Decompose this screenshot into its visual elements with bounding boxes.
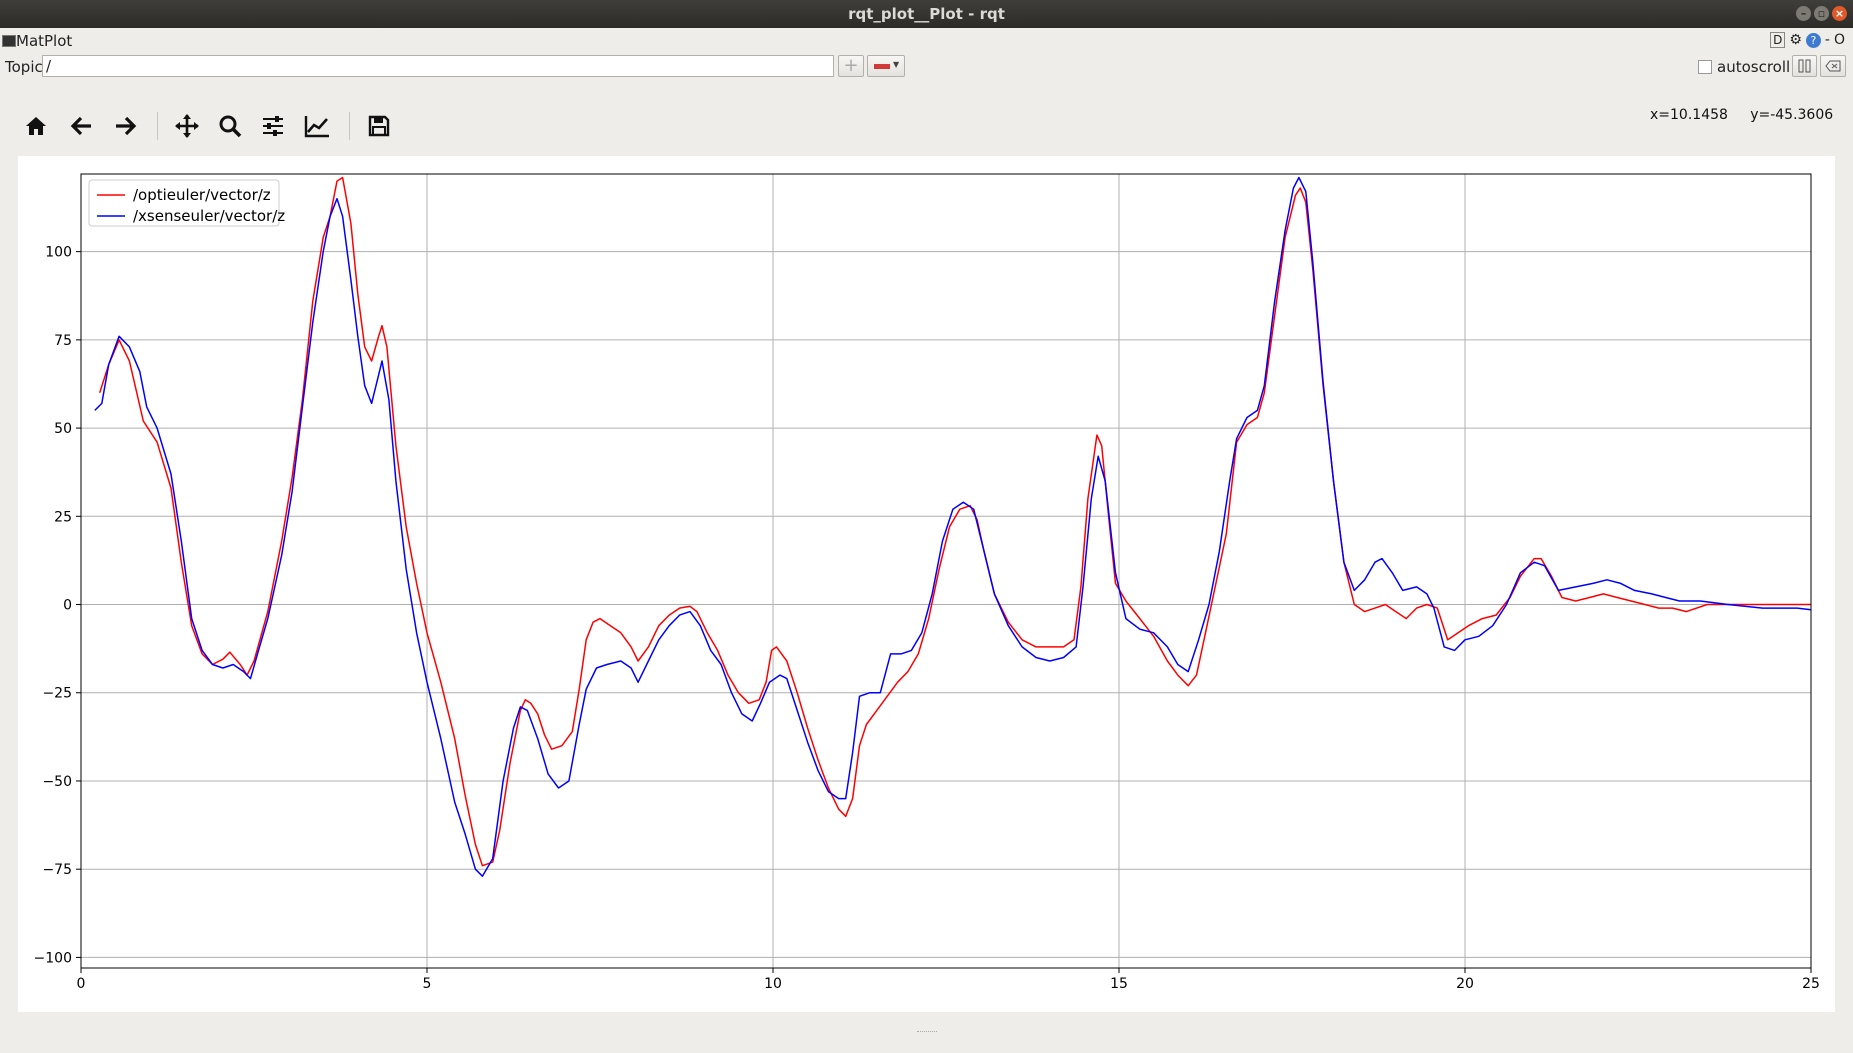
pause-icon	[1798, 59, 1811, 73]
axes-edit-button[interactable]	[299, 108, 335, 144]
toolbar-separator	[349, 112, 350, 140]
back-arrow-icon	[70, 116, 91, 136]
minus-icon	[874, 64, 890, 69]
subplots-config-icon	[263, 116, 283, 136]
topic-input[interactable]	[42, 55, 834, 77]
home-button[interactable]	[18, 108, 54, 144]
x-tick-label: 0	[77, 976, 86, 992]
forward-button[interactable]	[107, 108, 143, 144]
y-tick-label: −100	[34, 950, 72, 966]
minimize-plugin-button[interactable]: -	[1824, 32, 1830, 48]
y-tick-label: 100	[45, 245, 72, 261]
cursor-x: x=10.1458	[1650, 107, 1728, 123]
plugin-name: MatPlot	[16, 32, 73, 50]
topic-label: Topic	[5, 58, 43, 76]
remove-topic-button[interactable]: ▼	[867, 55, 905, 77]
save-icon	[368, 115, 390, 137]
axes-edit-icon	[304, 116, 329, 138]
zoom-button[interactable]	[212, 108, 248, 144]
home-icon	[26, 117, 46, 135]
dock-button[interactable]: D	[1770, 32, 1786, 48]
matplot-icon	[2, 35, 16, 47]
maximize-button[interactable]: ▫	[1814, 6, 1829, 21]
save-button[interactable]	[361, 108, 397, 144]
plot-figure[interactable]: 0 5 10 15 20 25 −100 −75 −50 −25 0 25 50 75 100/optieu…	[18, 156, 1835, 1012]
toolbar-separator	[157, 112, 158, 140]
line-chart[interactable]: 0 5 10 15 20 25 −100 −75 −50 −25 0 25 50 75 100/optieu…	[18, 156, 1835, 1012]
x-tick-label: 25	[1802, 976, 1820, 992]
y-tick-label: 25	[54, 509, 72, 525]
topic-bar: Topic + ▼ autoscroll	[0, 54, 1853, 80]
plugin-controls: D ⚙ ? - O	[1770, 32, 1845, 48]
help-icon[interactable]: ?	[1805, 32, 1821, 48]
axes-frame	[80, 173, 1812, 969]
x-tick-label: 15	[1110, 976, 1128, 992]
legend-label: /xsenseuler/vector/z	[133, 207, 285, 225]
y-tick-label: −50	[42, 774, 72, 790]
pan-icon	[175, 114, 199, 138]
x-tick-label: 10	[764, 976, 782, 992]
legend-label: /optieuler/vector/z	[133, 186, 271, 204]
forward-arrow-icon	[116, 116, 137, 136]
y-tick-label: 0	[63, 598, 72, 614]
y-tick-label: 50	[54, 421, 72, 437]
chevron-down-icon: ▼	[893, 60, 900, 69]
window-controls: – ▫ ×	[1796, 6, 1847, 21]
minimize-button[interactable]: –	[1796, 6, 1811, 21]
clear-button[interactable]	[1820, 55, 1846, 77]
plugin-titlebar: MatPlot D ⚙ ? - O	[0, 30, 1853, 52]
window-titlebar: rqt_plot__Plot - rqt – ▫ ×	[0, 0, 1853, 28]
autoscroll-toggle[interactable]: autoscroll	[1698, 58, 1790, 76]
pan-button[interactable]	[169, 108, 205, 144]
add-topic-button[interactable]: +	[838, 55, 864, 77]
x-tick-label: 20	[1456, 976, 1474, 992]
autoscroll-checkbox[interactable]	[1698, 60, 1712, 74]
close-plugin-button[interactable]: O	[1833, 32, 1845, 48]
y-tick-label: −75	[42, 862, 72, 878]
window-title: rqt_plot__Plot - rqt	[848, 5, 1005, 23]
plus-icon: +	[843, 55, 859, 76]
pause-button[interactable]	[1792, 55, 1817, 77]
resize-grip[interactable]	[917, 1031, 937, 1034]
close-button[interactable]: ×	[1832, 6, 1847, 21]
y-tick-label: 75	[54, 333, 72, 349]
clear-icon	[1825, 60, 1841, 72]
x-tick-label: 5	[423, 976, 432, 992]
back-button[interactable]	[64, 108, 100, 144]
autoscroll-label: autoscroll	[1717, 58, 1791, 76]
zoom-icon	[219, 115, 242, 138]
series-line-2	[94, 176, 1811, 877]
gear-icon[interactable]: ⚙	[1789, 32, 1802, 48]
cursor-coordinates: x=10.1458 y=-45.3606	[1650, 107, 1833, 123]
cursor-y: y=-45.3606	[1750, 107, 1834, 123]
legend-box	[88, 179, 280, 227]
series-line-1	[98, 176, 1811, 867]
y-tick-label: −25	[42, 686, 72, 702]
subplots-config-button[interactable]	[255, 108, 291, 144]
